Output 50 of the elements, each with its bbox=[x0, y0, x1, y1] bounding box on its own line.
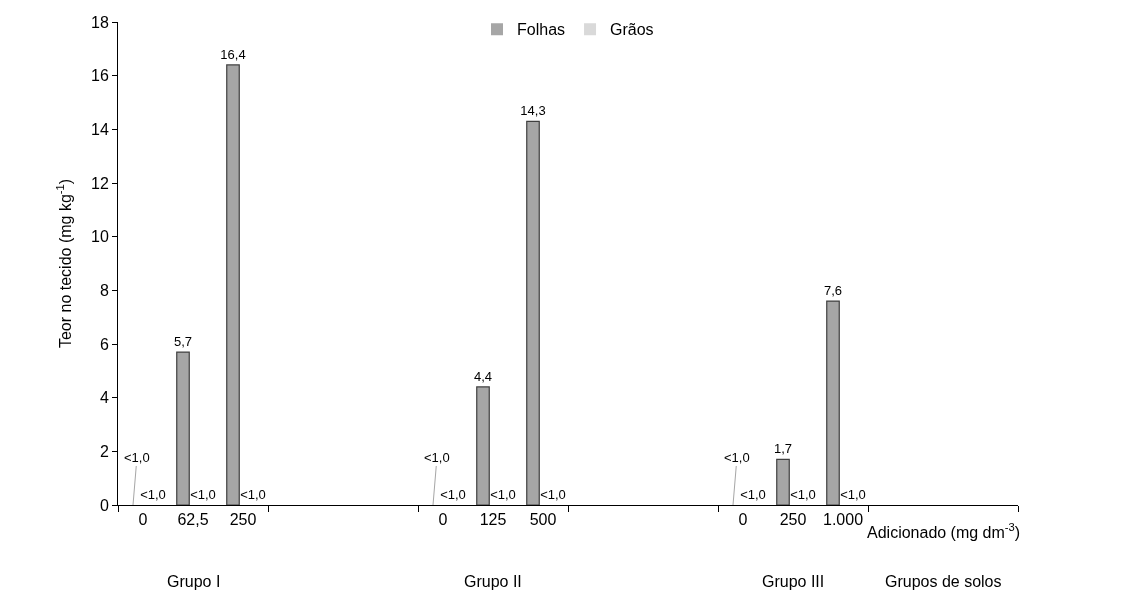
x-tick-label: 500 bbox=[529, 511, 557, 529]
bar bbox=[176, 351, 190, 505]
data-label: 14,3 bbox=[520, 103, 546, 119]
text: Grupos de solos bbox=[885, 573, 1002, 590]
y-tick-label: 18 bbox=[91, 13, 109, 31]
bar bbox=[526, 120, 540, 505]
bar bbox=[226, 64, 240, 505]
x-axis-title: Adicionado (mg dm$^{-3}$) bbox=[867, 521, 1021, 541]
y-tick-label: 8 bbox=[99, 281, 109, 299]
x-tick-label: 0 bbox=[138, 511, 148, 529]
y-tick-label: 10 bbox=[91, 228, 109, 246]
data-label: <1,0 bbox=[124, 450, 150, 465]
data-label: <1,0 bbox=[740, 487, 766, 502]
data-label: <1,0 bbox=[424, 450, 450, 465]
text: Grupo III bbox=[762, 573, 825, 590]
data-label: <1,0 bbox=[240, 487, 266, 502]
x-tick-label: 250 bbox=[229, 511, 257, 529]
data-label: 4,4 bbox=[473, 368, 493, 384]
y-tick-label: 16 bbox=[91, 67, 109, 85]
x-tick-label: 125 bbox=[479, 511, 507, 529]
y-tick-label: 6 bbox=[99, 335, 109, 353]
data-label: <1,0 bbox=[490, 487, 516, 502]
data-label: <1,0 bbox=[440, 487, 466, 502]
x-tick-label: 0 bbox=[438, 511, 448, 529]
data-label: <1,0 bbox=[724, 450, 750, 465]
data-label: <1,0 bbox=[190, 487, 216, 502]
data-label: <1,0 bbox=[790, 487, 816, 502]
bar bbox=[776, 458, 790, 505]
bar bbox=[476, 386, 490, 505]
data-label: 5,7 bbox=[173, 334, 193, 350]
legend-label: Grãos bbox=[610, 21, 654, 39]
x-tick-label: 250 bbox=[779, 511, 807, 529]
data-label: 1,7 bbox=[773, 441, 793, 457]
y-tick-label: 4 bbox=[99, 389, 109, 407]
y-tick-label: 12 bbox=[91, 174, 109, 192]
y-tick-label: 2 bbox=[99, 442, 109, 460]
data-label: 7,6 bbox=[823, 283, 843, 299]
legend-label: Folhas bbox=[517, 21, 566, 39]
data-label: <1,0 bbox=[540, 487, 566, 502]
text: Grupo II bbox=[464, 573, 522, 590]
data-label: 16,4 bbox=[220, 46, 246, 62]
x-tick-label: 0 bbox=[738, 511, 748, 529]
text: Grupo I bbox=[167, 573, 221, 590]
x-tick-label: 62,5 bbox=[177, 511, 209, 529]
data-label: <1,0 bbox=[140, 487, 166, 502]
y-tick-label: 14 bbox=[91, 120, 109, 138]
bar bbox=[826, 300, 840, 505]
data-label: <1,0 bbox=[840, 487, 866, 502]
x-tick-label: 1.000 bbox=[822, 511, 864, 529]
y-tick-label: 0 bbox=[99, 496, 109, 514]
